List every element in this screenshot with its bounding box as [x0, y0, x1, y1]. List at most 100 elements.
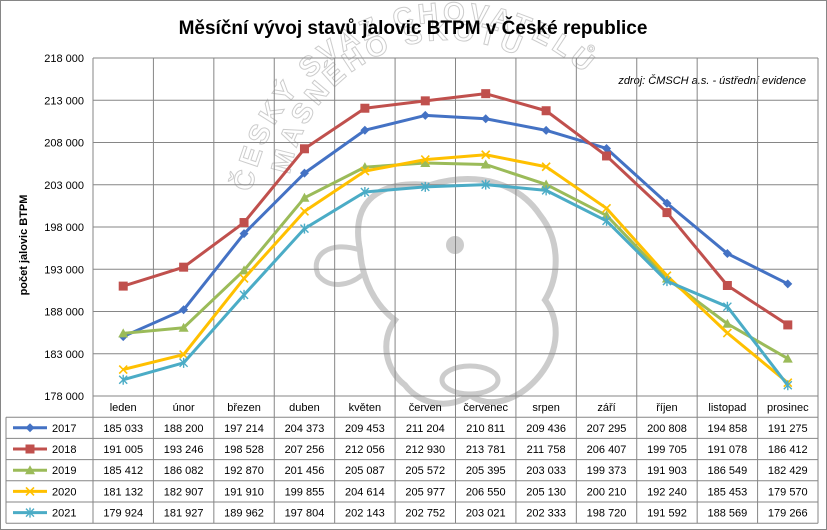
- point: [239, 229, 249, 239]
- data-label: 204 373: [285, 423, 325, 435]
- point: [541, 125, 551, 135]
- data-label: 197 214: [224, 423, 264, 435]
- series-2017: [118, 110, 793, 342]
- point: [239, 289, 249, 300]
- legend-label: 2019: [52, 465, 76, 477]
- data-label: 193 246: [164, 444, 204, 456]
- x-category-label: listopad: [708, 402, 746, 414]
- series-2021: [118, 179, 793, 391]
- data-label: 212 056: [345, 444, 385, 456]
- x-category-label: březen: [227, 402, 261, 414]
- data-label: 198 528: [224, 444, 264, 456]
- y-tick-label: 208 000: [44, 138, 84, 150]
- point: [783, 279, 793, 289]
- data-label: 206 407: [587, 444, 627, 456]
- data-label: 200 210: [587, 486, 627, 498]
- x-category-label: září: [597, 402, 615, 414]
- x-category-label: červenec: [463, 402, 508, 414]
- point: [541, 106, 551, 116]
- data-label: 181 132: [103, 486, 143, 498]
- series-layer: [118, 89, 793, 391]
- point: [179, 349, 189, 360]
- point: [239, 265, 250, 275]
- data-label: 201 456: [285, 465, 325, 477]
- data-label: 191 275: [768, 423, 808, 435]
- series-line: [122, 92, 789, 327]
- x-category-label: leden: [110, 402, 137, 414]
- data-label: 185 453: [707, 486, 747, 498]
- data-label: 202 752: [405, 508, 445, 520]
- point: [662, 276, 672, 287]
- data-label: 188 569: [707, 508, 747, 520]
- point: [420, 96, 430, 106]
- data-label: 199 855: [285, 486, 325, 498]
- data-label: 191 005: [103, 444, 143, 456]
- data-label: 204 614: [345, 486, 385, 498]
- legend-label: 2017: [52, 423, 76, 435]
- point: [360, 103, 370, 113]
- y-tick-label: 213 000: [44, 95, 84, 107]
- legend-label: 2021: [52, 508, 76, 520]
- data-label: 181 927: [164, 508, 204, 520]
- data-label: 203 021: [466, 508, 506, 520]
- point: [360, 186, 370, 197]
- point: [662, 208, 672, 218]
- data-label: 186 412: [768, 444, 808, 456]
- point: [360, 125, 370, 135]
- data-label: 192 870: [224, 465, 264, 477]
- y-tick-label: 188 000: [44, 307, 84, 319]
- point: [420, 181, 430, 192]
- point: [179, 262, 189, 272]
- series-2018: [118, 89, 793, 330]
- chart-title: Měsíční vývoj stavů jalovic BTPM v České…: [179, 17, 648, 39]
- data-label: 191 592: [647, 508, 687, 520]
- data-label: 202 333: [526, 508, 566, 520]
- point: [118, 281, 128, 291]
- data-label: 211 758: [527, 444, 566, 456]
- point: [299, 223, 309, 234]
- data-label: 191 078: [707, 444, 747, 456]
- x-category-label: srpen: [532, 402, 560, 414]
- point: [25, 423, 35, 433]
- point: [783, 320, 793, 330]
- data-label: 198 720: [587, 508, 627, 520]
- legend-key: [13, 444, 47, 454]
- point: [118, 374, 128, 385]
- x-category-label: říjen: [656, 402, 677, 414]
- data-label: 191 910: [224, 486, 264, 498]
- y-tick-label: 203 000: [44, 180, 84, 192]
- point: [299, 192, 310, 202]
- data-label: 186 549: [707, 465, 747, 477]
- x-category-label: květen: [349, 402, 381, 414]
- point: [179, 357, 189, 368]
- data-label: 179 570: [768, 486, 808, 498]
- point: [178, 322, 189, 332]
- data-label: 189 962: [224, 508, 264, 520]
- grid: 218 000 213 000 208 000 203 000 198 000 193 0…: [44, 53, 819, 403]
- point: [783, 380, 793, 391]
- point: [602, 151, 612, 161]
- point: [480, 159, 491, 169]
- point: [25, 465, 35, 475]
- point: [25, 444, 35, 454]
- point: [541, 179, 552, 189]
- data-label: 207 256: [285, 444, 325, 456]
- point: [722, 318, 733, 328]
- data-label: 191 903: [647, 465, 687, 477]
- x-category-label: duben: [289, 402, 320, 414]
- data-table: leden únor březen duben květen červen červenec…: [5, 395, 819, 524]
- series-line: [122, 183, 789, 387]
- point: [722, 328, 732, 338]
- point: [25, 507, 35, 518]
- data-label: 209 436: [526, 423, 566, 435]
- data-label: 199 705: [647, 444, 687, 456]
- point: [481, 114, 491, 124]
- point: [420, 155, 430, 165]
- data-label: 205 572: [405, 465, 445, 477]
- data-label: 209 453: [345, 423, 385, 435]
- data-label: 186 082: [164, 465, 204, 477]
- data-label: 206 550: [466, 486, 506, 498]
- data-label: 210 811: [466, 423, 505, 435]
- data-label: 211 204: [406, 423, 445, 435]
